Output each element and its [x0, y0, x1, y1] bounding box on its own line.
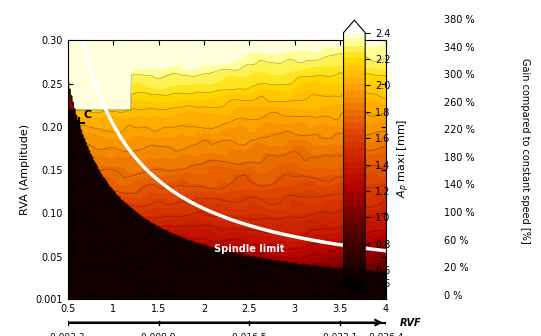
Text: 0.016 5: 0.016 5 [232, 333, 267, 336]
Text: 300 %: 300 % [444, 70, 474, 80]
Text: 0.009 9: 0.009 9 [141, 333, 176, 336]
Text: C: C [84, 110, 92, 120]
Text: 140 %: 140 % [444, 180, 474, 191]
Y-axis label: $A_p$ maxi [mm]: $A_p$ maxi [mm] [396, 118, 412, 198]
Text: 220 %: 220 % [444, 125, 474, 135]
Text: Gain compared to constant speed [%]: Gain compared to constant speed [%] [520, 58, 530, 244]
Text: 100 %: 100 % [444, 208, 474, 218]
Text: 0 %: 0 % [444, 291, 462, 301]
Text: RVF: RVF [399, 318, 421, 328]
PathPatch shape [344, 283, 365, 296]
Text: 20 %: 20 % [444, 263, 469, 273]
PathPatch shape [344, 20, 365, 33]
Text: 180 %: 180 % [444, 153, 474, 163]
Y-axis label: RVA (Amplitude): RVA (Amplitude) [19, 124, 30, 215]
X-axis label: Frequency [Hz]: Frequency [Hz] [180, 320, 274, 330]
Text: 60 %: 60 % [444, 236, 468, 246]
Text: 340 %: 340 % [444, 43, 474, 53]
Text: 0.023 1: 0.023 1 [323, 333, 358, 336]
Text: 0.003 3: 0.003 3 [50, 333, 85, 336]
Text: 380 %: 380 % [444, 15, 474, 25]
Text: Spindle limit: Spindle limit [214, 244, 285, 254]
Text: 0.026 4: 0.026 4 [368, 333, 403, 336]
Text: 260 %: 260 % [444, 98, 474, 108]
